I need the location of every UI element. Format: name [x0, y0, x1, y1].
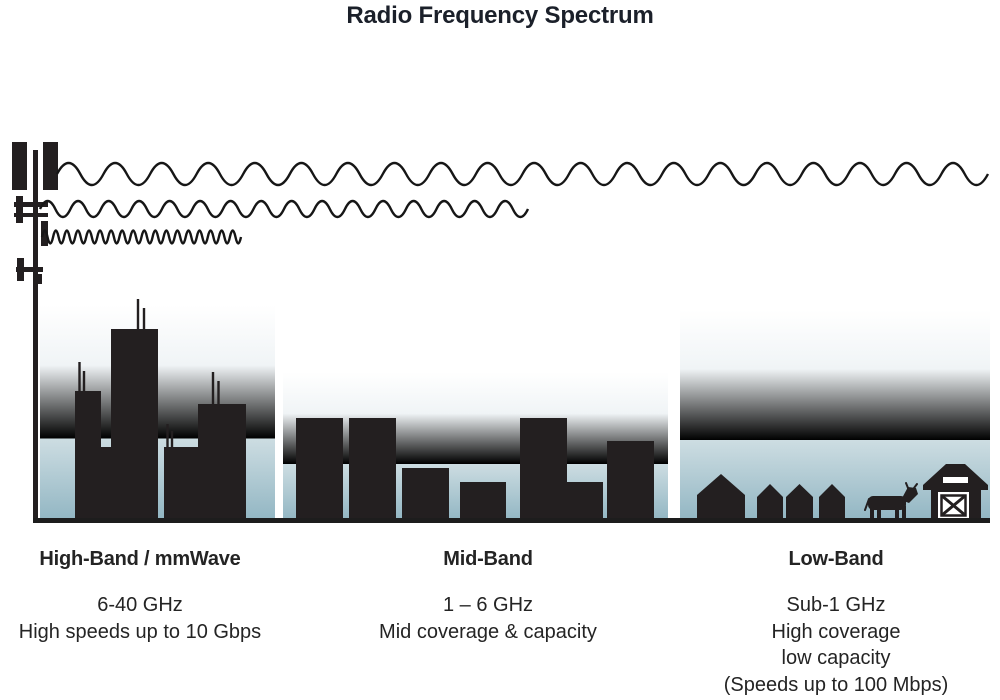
band-detail-line: High speeds up to 10 Gbps — [18, 620, 262, 643]
band-frequency: 1 – 6 GHz — [442, 594, 534, 616]
building — [607, 441, 654, 521]
building — [520, 418, 567, 521]
building — [460, 482, 506, 521]
mid-band-skyline-icon — [296, 418, 654, 521]
building — [567, 482, 603, 521]
band-details: Mid coverage & capacity — [358, 619, 618, 646]
band-detail-line: low capacity — [781, 647, 891, 669]
low-band-long-wavelength-wave — [55, 161, 990, 187]
mid-band-medium-wavelength-wave — [38, 199, 530, 219]
band-details: High coverage low capacity (Speeds up to 1… — [706, 619, 966, 699]
barn-door-crossbuck — [940, 494, 967, 517]
building — [164, 447, 198, 521]
mid-band-label: Mid-Band 1 – 6 GHz Mid coverage & capaci… — [358, 548, 618, 645]
band-frequency: 6-40 GHz — [97, 594, 183, 616]
building — [111, 329, 158, 521]
high-band-skyline-icon — [75, 299, 246, 521]
cow-icon — [864, 482, 918, 520]
rooftop-antenna-masts — [78, 299, 220, 447]
low-band-label: Low-Band Sub-1 GHz High coverage low capa… — [706, 548, 966, 698]
building — [101, 447, 111, 521]
band-frequency: Sub-1 GHz — [786, 594, 886, 616]
house-icon — [697, 474, 745, 521]
house-icon — [786, 484, 813, 521]
building — [75, 391, 101, 521]
building — [349, 418, 396, 521]
band-detail-line: Mid coverage & capacity — [379, 620, 597, 643]
building — [296, 418, 343, 521]
building — [402, 468, 449, 521]
barn-icon — [923, 464, 988, 521]
barn-loft-vent — [943, 477, 968, 483]
spectrum-illustration — [12, 142, 990, 523]
low-band-rural-scene-icon — [697, 464, 988, 521]
house-icon — [819, 484, 845, 521]
page-title: Radio Frequency Spectrum — [346, 2, 654, 29]
band-name: Mid-Band — [443, 548, 533, 570]
high-band-short-wavelength-wave — [40, 229, 243, 245]
house-icon — [757, 484, 783, 521]
high-band-label: High-Band / mmWave 6-40 GHz High speeds … — [10, 548, 270, 645]
band-name: High-Band / mmWave — [39, 548, 241, 570]
ground-line — [33, 518, 990, 523]
cell-tower-icon — [12, 142, 58, 521]
band-name: Low-Band — [788, 548, 884, 570]
band-detail-line: High coverage — [771, 620, 901, 643]
band-detail-line: (Speeds up to 100 Mbps) — [723, 673, 949, 696]
building — [198, 404, 246, 521]
band-details: High speeds up to 10 Gbps — [10, 619, 270, 646]
